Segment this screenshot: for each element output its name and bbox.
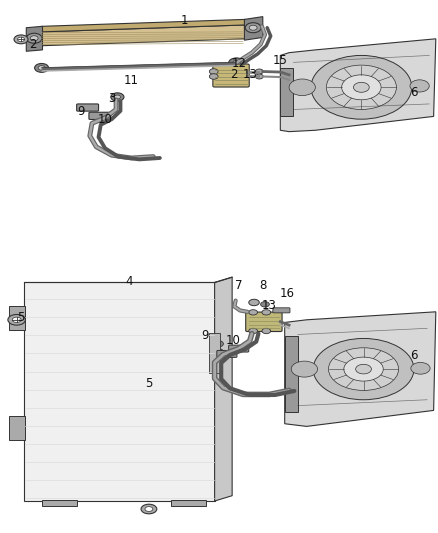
- Bar: [280, 68, 293, 116]
- Text: 3: 3: [108, 92, 115, 105]
- Text: 5: 5: [145, 377, 152, 390]
- Circle shape: [326, 65, 396, 109]
- Polygon shape: [215, 277, 232, 501]
- Circle shape: [289, 79, 315, 95]
- Circle shape: [8, 314, 25, 325]
- Text: 7: 7: [235, 279, 243, 292]
- Polygon shape: [244, 17, 263, 40]
- Circle shape: [233, 60, 240, 66]
- Text: 2: 2: [29, 38, 37, 51]
- Bar: [209, 333, 220, 373]
- Text: 1: 1: [180, 14, 188, 27]
- Text: 11: 11: [124, 74, 139, 87]
- Text: 13: 13: [242, 68, 257, 82]
- Circle shape: [261, 302, 269, 307]
- Polygon shape: [42, 25, 245, 46]
- FancyBboxPatch shape: [273, 308, 290, 313]
- Polygon shape: [280, 39, 436, 132]
- Text: 4: 4: [125, 274, 133, 288]
- Circle shape: [141, 504, 157, 514]
- FancyBboxPatch shape: [217, 351, 237, 357]
- Circle shape: [262, 328, 271, 334]
- Circle shape: [245, 23, 261, 33]
- Circle shape: [30, 36, 38, 41]
- Circle shape: [249, 310, 258, 315]
- Polygon shape: [285, 312, 436, 426]
- Text: 10: 10: [226, 334, 241, 347]
- Text: 13: 13: [262, 298, 277, 312]
- FancyBboxPatch shape: [246, 312, 282, 332]
- Circle shape: [249, 25, 257, 30]
- Circle shape: [356, 365, 371, 374]
- Circle shape: [313, 338, 414, 400]
- FancyBboxPatch shape: [89, 112, 111, 119]
- Circle shape: [255, 69, 263, 74]
- Circle shape: [38, 66, 45, 70]
- Polygon shape: [9, 306, 25, 330]
- Circle shape: [344, 357, 383, 381]
- Text: 2: 2: [230, 68, 238, 82]
- Text: 6: 6: [410, 86, 418, 99]
- Circle shape: [213, 341, 223, 347]
- Text: 9: 9: [77, 105, 85, 118]
- Circle shape: [262, 310, 271, 315]
- Text: 16: 16: [279, 287, 294, 300]
- Circle shape: [26, 33, 42, 43]
- Circle shape: [328, 348, 399, 390]
- Text: 12: 12: [231, 57, 246, 70]
- Circle shape: [209, 69, 218, 74]
- FancyBboxPatch shape: [213, 64, 249, 87]
- Circle shape: [249, 300, 259, 306]
- Polygon shape: [42, 500, 77, 506]
- Circle shape: [213, 349, 223, 355]
- Polygon shape: [26, 26, 42, 51]
- Circle shape: [14, 35, 28, 44]
- Polygon shape: [171, 500, 206, 506]
- Circle shape: [410, 80, 429, 92]
- Bar: [285, 336, 298, 411]
- Circle shape: [114, 95, 120, 99]
- Circle shape: [213, 355, 223, 361]
- FancyBboxPatch shape: [77, 104, 99, 111]
- Polygon shape: [9, 416, 25, 440]
- Polygon shape: [42, 19, 245, 32]
- Circle shape: [291, 361, 318, 377]
- Circle shape: [229, 58, 244, 68]
- Circle shape: [145, 506, 153, 512]
- Text: 6: 6: [410, 349, 418, 362]
- Circle shape: [255, 74, 263, 79]
- Polygon shape: [24, 282, 215, 501]
- Circle shape: [249, 328, 258, 334]
- FancyBboxPatch shape: [229, 345, 249, 352]
- Circle shape: [18, 37, 25, 42]
- Text: 10: 10: [98, 113, 113, 126]
- Circle shape: [411, 362, 430, 374]
- Circle shape: [209, 74, 218, 79]
- Circle shape: [353, 82, 369, 92]
- Text: 5: 5: [18, 311, 25, 324]
- Circle shape: [111, 93, 124, 101]
- Circle shape: [311, 55, 412, 119]
- Circle shape: [12, 317, 21, 322]
- Circle shape: [342, 75, 381, 100]
- Circle shape: [35, 63, 49, 72]
- Text: 8: 8: [259, 279, 266, 292]
- Text: 15: 15: [273, 54, 288, 67]
- Text: 9: 9: [201, 329, 209, 342]
